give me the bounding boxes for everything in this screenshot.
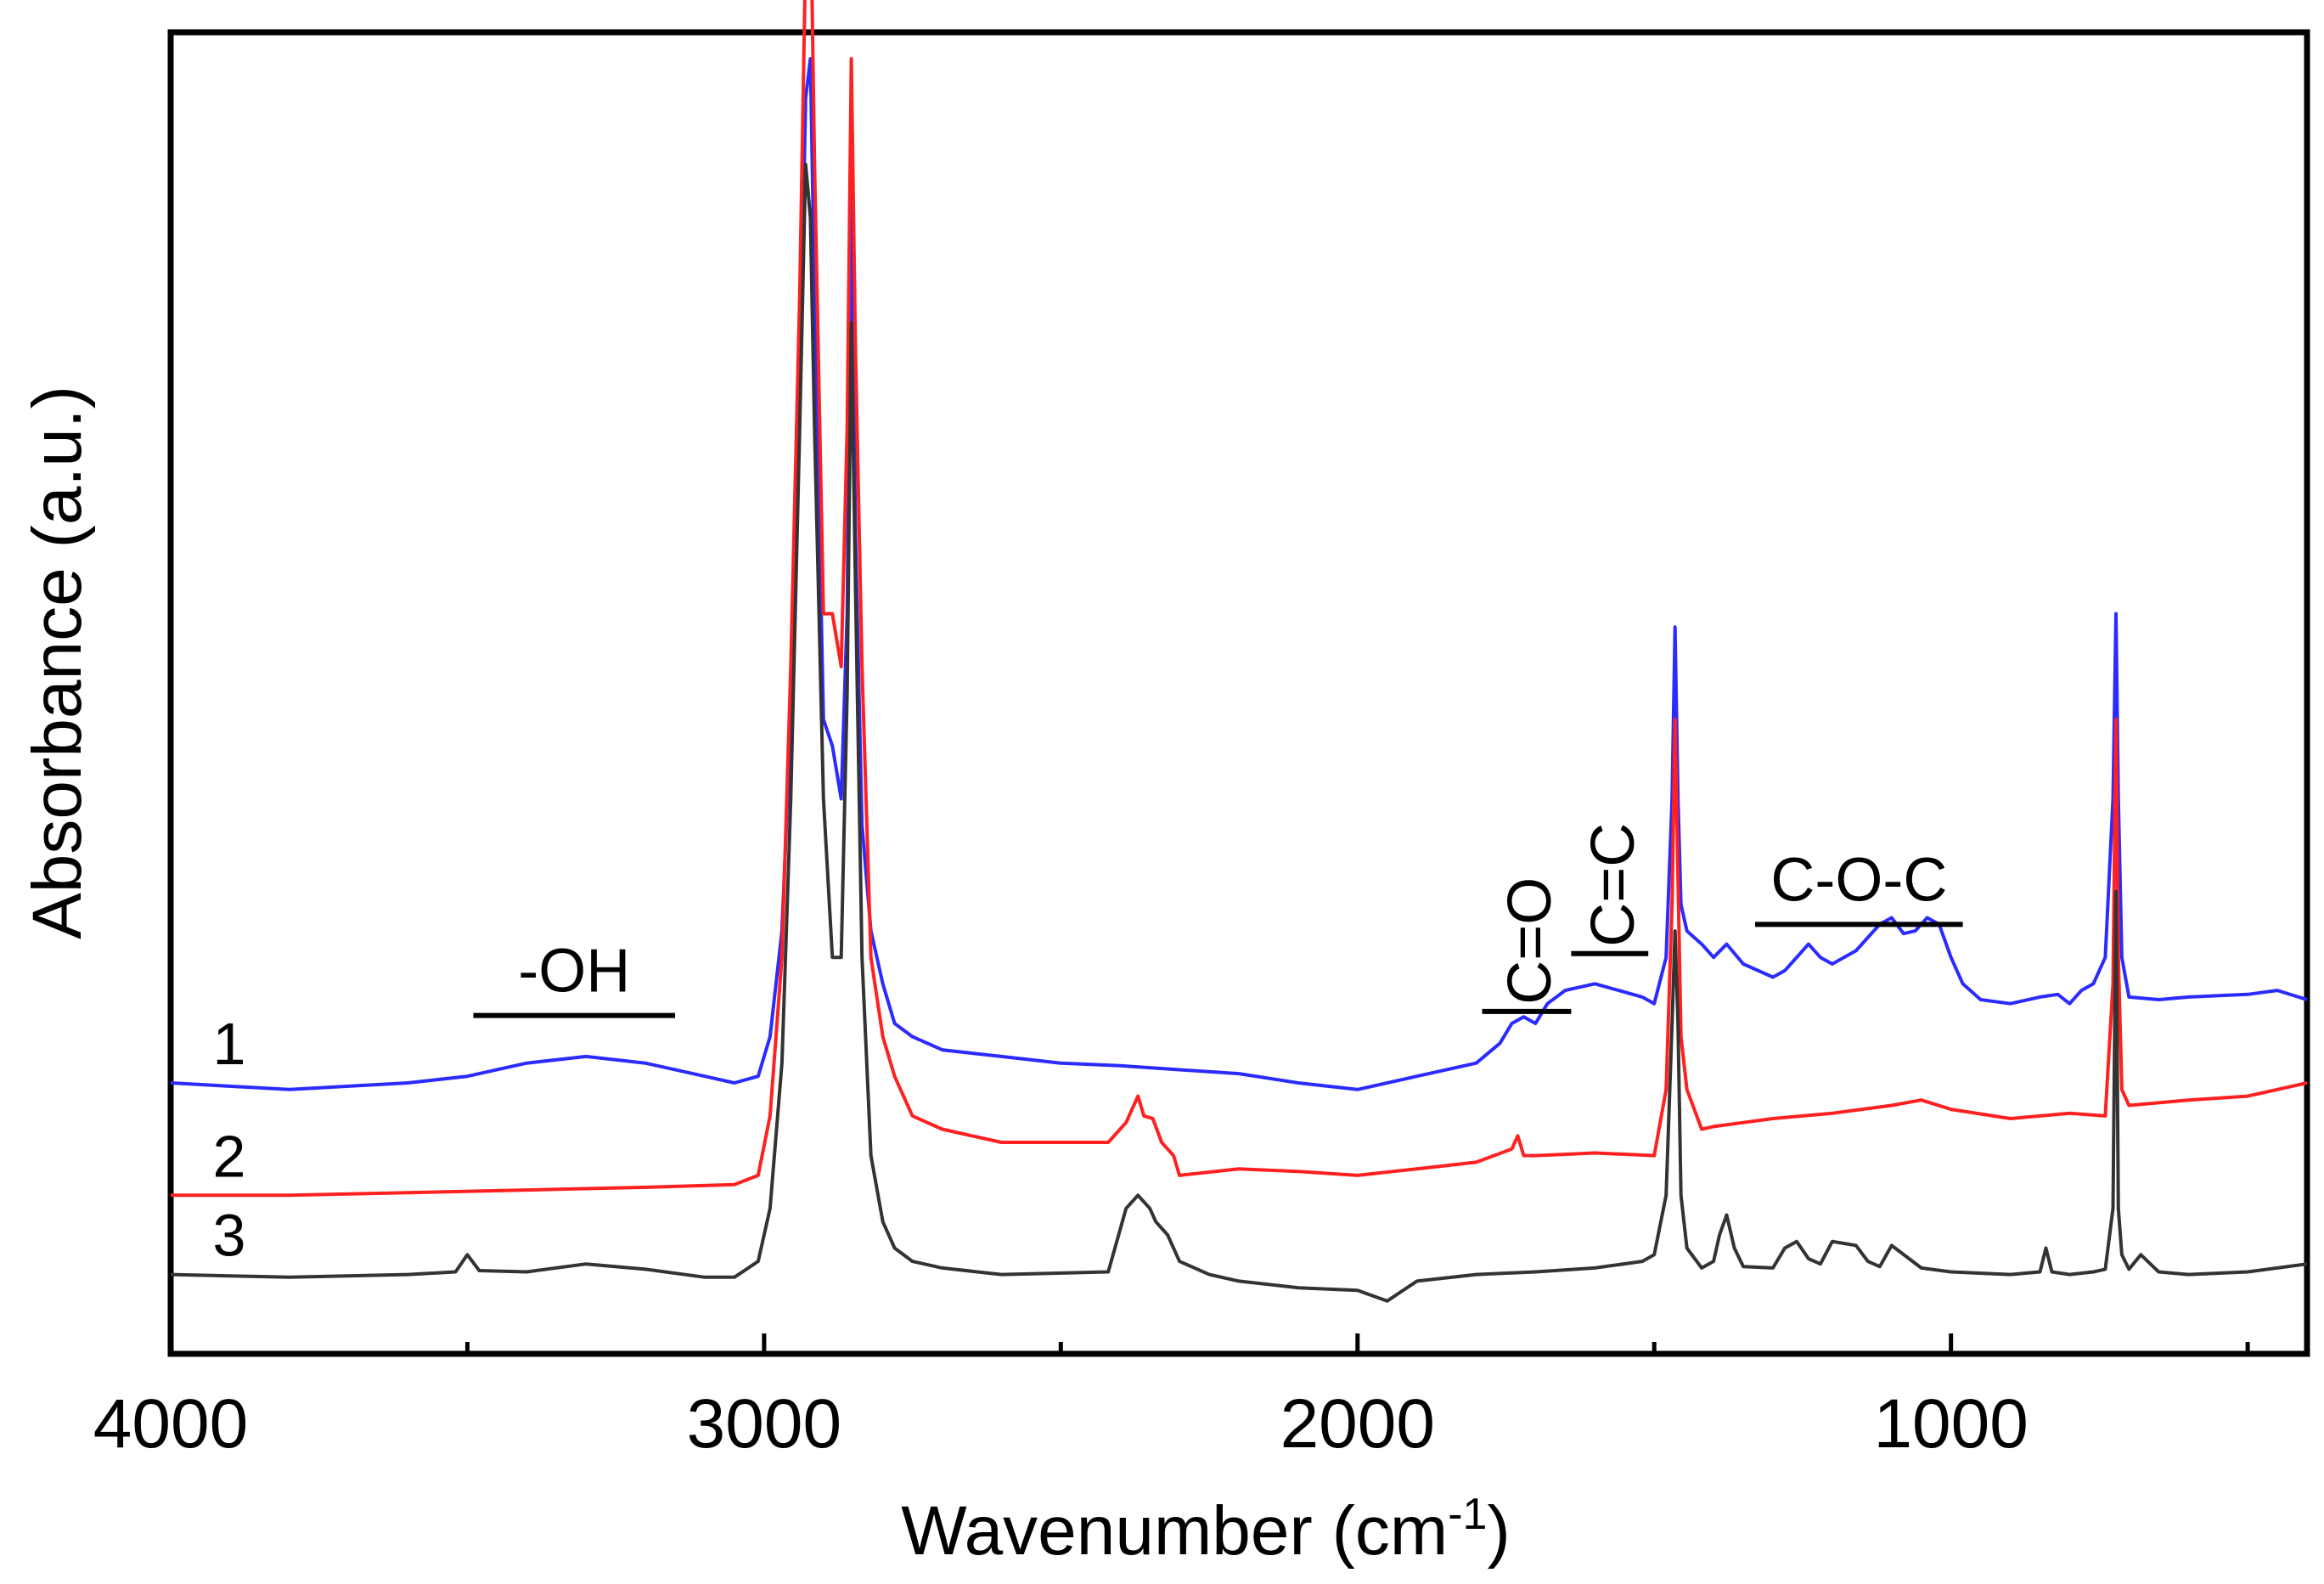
series-labels: 1 2 3 — [213, 1011, 246, 1269]
series-line-2 — [171, 0, 2308, 1198]
series-line-1 — [170, 57, 2308, 1091]
y-axis-label: Absorbance (a.u.) — [19, 386, 96, 939]
cc-band-label: C=C — [1579, 823, 1647, 947]
x-tick-label: 1000 — [1873, 1385, 2028, 1463]
series-label-2: 2 — [213, 1123, 246, 1189]
plot-frame — [167, 29, 2310, 1357]
x-tick-label: 2000 — [1280, 1385, 1435, 1463]
coc-band-label: C-O-C — [1770, 846, 1947, 914]
co-band-label: C=O — [1496, 877, 1564, 1005]
x-axis-ticks: 4000 3000 2000 1000 — [93, 1333, 2250, 1463]
oh-band-label: -OH — [518, 938, 630, 1006]
x-tick-label: 3000 — [687, 1385, 841, 1463]
x-tick-label: 4000 — [93, 1385, 248, 1463]
band-annotations: -OH C=O C=C C-O-C — [473, 823, 1963, 1018]
x-axis-label: Wavenumber (cm-1) — [901, 1490, 1511, 1570]
series-label-3: 3 — [213, 1203, 246, 1269]
series-layer — [170, 0, 2308, 1303]
series-line-3 — [170, 162, 2308, 1303]
series-label-1: 1 — [213, 1011, 246, 1077]
